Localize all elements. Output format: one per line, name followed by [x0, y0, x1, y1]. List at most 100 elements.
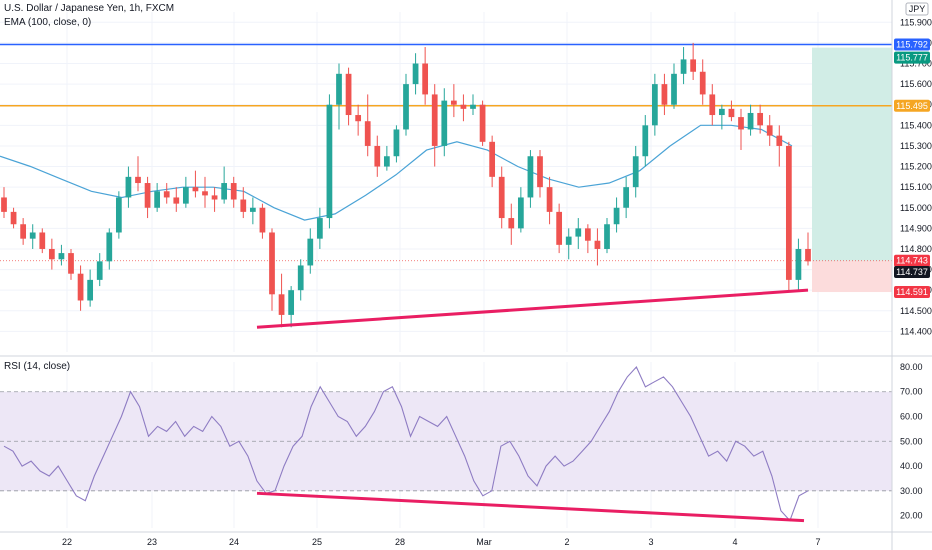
- price-badge: [894, 265, 930, 278]
- price-tick-label: 115.000: [900, 203, 932, 213]
- candle-body: [556, 211, 563, 245]
- time-tick-label: 2: [564, 537, 569, 547]
- price-tick-label: 115.300: [900, 141, 932, 151]
- candle-body: [450, 100, 457, 105]
- price-badge-label: 115.777: [896, 53, 928, 63]
- candle-body: [87, 279, 94, 301]
- price-badge-label: 114.591: [896, 287, 928, 297]
- candle-body: [269, 232, 275, 295]
- candle-body: [1, 197, 7, 212]
- candle-body: [412, 63, 419, 85]
- price-tick-label: 115.600: [900, 79, 932, 89]
- candle-body: [584, 228, 591, 241]
- price-badge: [894, 286, 930, 299]
- candle-body: [355, 115, 362, 122]
- price-tick-label: 114.800: [900, 244, 932, 254]
- candle-body: [690, 59, 697, 72]
- candle-body: [632, 156, 639, 188]
- time-tick-label: 4: [732, 537, 737, 547]
- rsi-tick-label: 80.00: [900, 362, 923, 372]
- rsi-tick-label: 20.00: [900, 511, 923, 521]
- time-tick-label: 23: [147, 537, 157, 547]
- candle-body: [537, 156, 543, 188]
- rsi-tick-label: 50.00: [900, 436, 923, 446]
- candle-body: [326, 104, 333, 219]
- candle-body: [106, 232, 113, 262]
- candle-body: [115, 197, 122, 233]
- candle-body: [766, 125, 773, 136]
- time-tick-label: 25: [312, 537, 322, 547]
- candle-body: [594, 240, 601, 249]
- candle-body: [738, 117, 744, 130]
- candle-body: [135, 176, 141, 184]
- candle-body: [604, 224, 610, 249]
- support-trendline: [256, 288, 809, 329]
- rsi-tick-label: 30.00: [900, 486, 923, 496]
- time-tick-label: 3: [648, 537, 653, 547]
- candle-body: [747, 112, 754, 130]
- candle-body: [479, 104, 486, 142]
- candle-body: [805, 248, 811, 262]
- candle-body: [785, 145, 792, 280]
- currency-box: [905, 2, 929, 16]
- price-badge-label: 114.743: [896, 256, 928, 266]
- candle-body: [776, 135, 783, 146]
- candle-body: [718, 108, 725, 116]
- candle-body: [288, 290, 295, 315]
- candle-body: [182, 187, 189, 204]
- candle-body: [383, 156, 390, 167]
- symbol-title[interactable]: U.S. Dollar / Japanese Yen, 1h, FXCM: [4, 3, 175, 14]
- stop-zone: [812, 260, 892, 293]
- time-tick-label: Mar: [476, 537, 492, 547]
- candle-body: [336, 73, 342, 105]
- candle-body: [661, 84, 668, 105]
- candle-body: [259, 207, 266, 233]
- price-tick-label: 114.500: [900, 306, 932, 316]
- candle-body: [671, 73, 677, 105]
- candle-body: [403, 84, 409, 130]
- candle-body: [48, 248, 55, 260]
- ema-legend[interactable]: EMA (100, close, 0): [4, 17, 92, 28]
- candle-body: [517, 197, 524, 229]
- candle-body: [230, 183, 237, 200]
- price-grid: [0, 12, 892, 528]
- rsi-tick-label: 60.00: [900, 412, 923, 422]
- price-tick-label: 115.400: [900, 120, 932, 130]
- candle-body: [154, 191, 161, 208]
- price-tick-label: 115.200: [900, 162, 932, 172]
- candle-body: [527, 156, 534, 198]
- candle-body: [364, 121, 371, 146]
- price-badge: [894, 99, 930, 112]
- candle-body: [422, 63, 429, 95]
- candle-body: [728, 108, 735, 118]
- candle-body: [249, 207, 256, 212]
- candle-body: [546, 187, 553, 212]
- ema-line: [0, 124, 793, 221]
- candle-body: [39, 232, 46, 249]
- candle-body: [278, 294, 285, 315]
- price-badge: [894, 38, 930, 51]
- candle-body: [96, 261, 103, 280]
- candle-body: [77, 273, 84, 301]
- candle-body: [68, 253, 74, 274]
- candle-body: [393, 129, 400, 157]
- candle-body: [29, 232, 36, 239]
- price-badge-label: 115.495: [896, 101, 928, 111]
- rsi-trendline: [256, 491, 805, 523]
- target-zone: [812, 47, 892, 261]
- price-badge: [894, 254, 930, 267]
- price-tick-label: 114.900: [900, 223, 932, 233]
- candle-body: [211, 195, 218, 200]
- candle-body: [575, 228, 582, 237]
- candle-body: [709, 94, 716, 116]
- candle-body: [163, 191, 170, 198]
- candle-body: [431, 94, 438, 146]
- candle-body: [10, 211, 17, 225]
- candle-body: [757, 112, 764, 126]
- rsi-legend[interactable]: RSI (14, close): [4, 361, 71, 372]
- price-tick-label: 114.400: [900, 326, 932, 336]
- time-tick-label: 22: [62, 537, 72, 547]
- candle-body: [460, 104, 467, 109]
- candle-body: [498, 176, 505, 219]
- candle-body: [489, 141, 496, 177]
